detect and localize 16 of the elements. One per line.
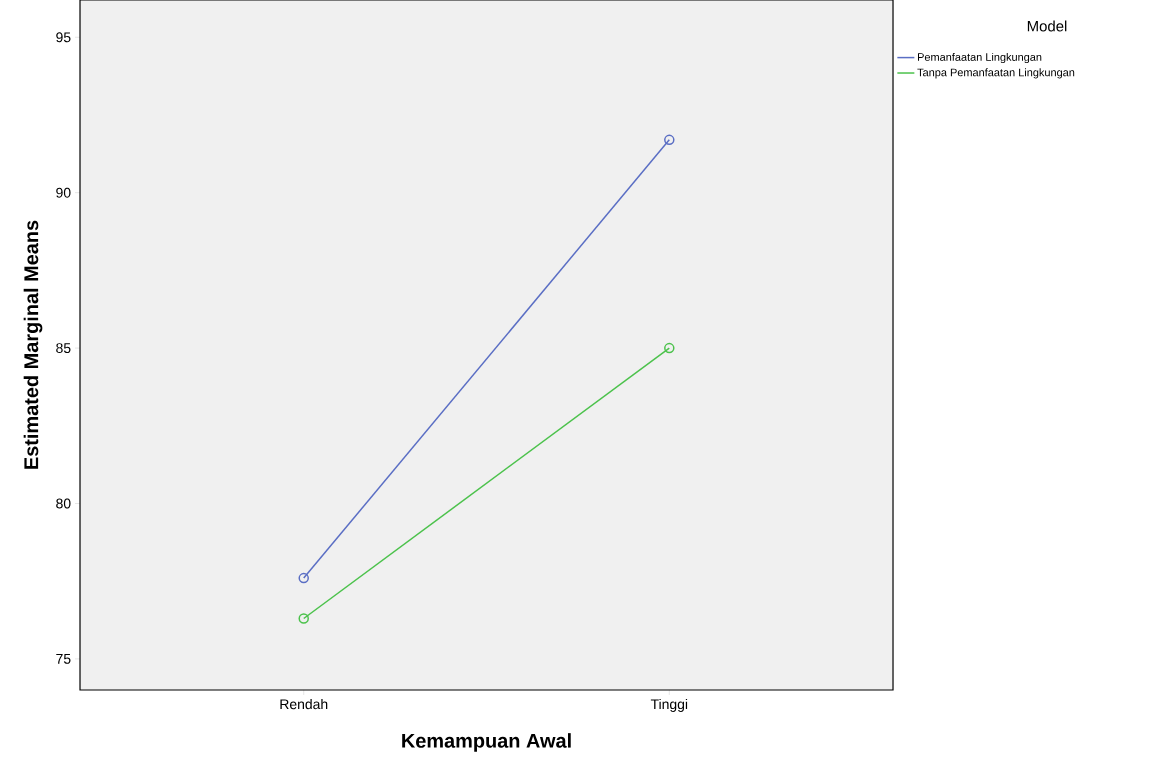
y-tick-label: 75 <box>56 654 71 664</box>
legend-label: Pemanfaatan Lingkungan <box>918 52 1042 64</box>
y-axis-title: Estimated Marginal Means <box>23 220 43 469</box>
y-tick-label: 85 <box>56 343 71 354</box>
legend-label: Tanpa Pemanfaatan Lingkungan <box>917 68 1075 79</box>
y-tick-label: 95 <box>56 32 71 43</box>
legend-title: Model <box>1027 20 1067 32</box>
x-axis-title: Kemampuan Awal <box>402 733 571 752</box>
y-tick-label: 80 <box>56 498 71 509</box>
point <box>298 613 309 624</box>
point <box>298 572 309 584</box>
x-tick-label: Tinggi <box>650 698 688 712</box>
y-tick-label: 90 <box>56 187 71 198</box>
point <box>664 134 675 146</box>
point <box>664 342 675 354</box>
x-tick-label: Rendah <box>280 698 328 710</box>
